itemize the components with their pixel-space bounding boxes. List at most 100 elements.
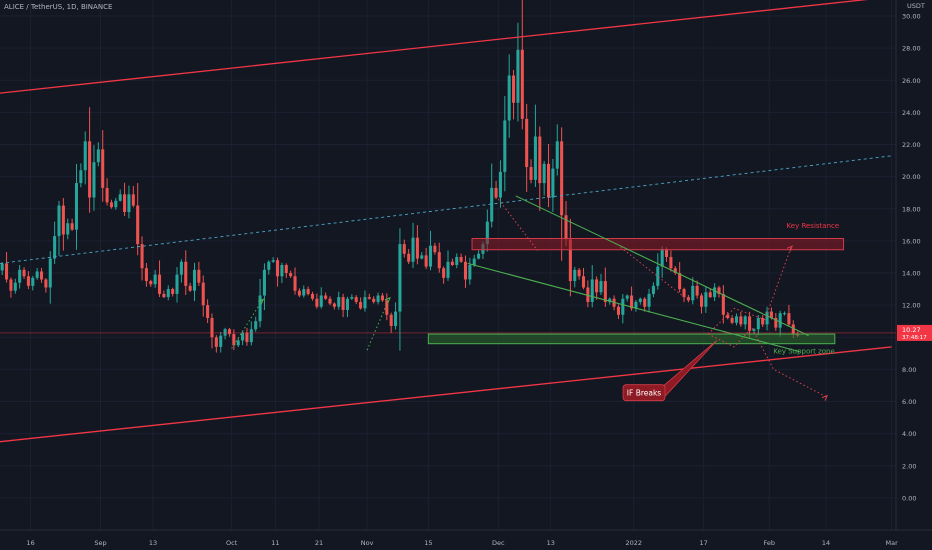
candle-body [324,295,328,299]
candle-body [533,136,537,180]
candle-body [158,274,162,294]
candle-body [774,318,778,328]
candle-body [647,293,651,307]
price-tick-label: 26.00 [902,77,921,85]
price-tick-label: 22.00 [902,141,921,149]
candle-body [271,260,275,262]
candle-body [472,258,476,265]
price-tick-label: 0.00 [902,494,916,502]
candle-body [520,49,524,119]
candle-body [713,287,717,298]
candle-body [621,298,625,315]
candle-body [402,244,406,254]
candle-body [468,265,472,280]
time-axis-background [0,530,932,550]
time-tick-label: 16 [26,539,34,547]
overlay-drawings: IF Breaks Key Resistance Key Support zone [0,0,896,443]
projection-down-arrowhead [821,394,828,401]
candle-body [573,269,577,282]
time-tick-label: 2022 [625,539,642,547]
candle-body [656,266,660,286]
candle-body [267,261,271,270]
candle-body [0,263,4,271]
time-tick-label: Feb [763,539,775,547]
candle-body [512,75,516,103]
chart-symbol-title: ALICE / TetherUS, 1D, BINANCE [4,3,113,11]
candle-body [363,297,367,309]
price-tick-label: 2.00 [902,462,916,470]
price-tick-label: 30.00 [902,13,921,21]
candle-body [276,260,280,277]
time-axis[interactable]: 16 Sep 13 Oct 11 21 Nov 15 Dec 13 2022 17 Feb 14 Mar [0,529,932,550]
candle-body [638,298,642,302]
candle-body [765,311,769,325]
time-tick-label: Sep [94,539,106,547]
candle-body [695,285,699,296]
candle-body [184,261,188,286]
price-tick-label: 16.00 [902,237,921,245]
candle-body [5,263,9,280]
key-support-label: Key Support zone [773,347,835,355]
candle-body [131,194,135,206]
projection-green-arrowhead-1 [258,298,265,305]
candle-body [223,329,227,336]
key-resistance-zone [471,238,845,251]
candle-body [201,282,205,306]
candle-body [227,329,231,335]
candle-body [310,293,315,299]
candle-body [503,120,507,172]
candle-body [293,276,297,291]
candle-body [367,297,371,299]
candle-body [219,335,223,347]
candle-body [280,265,284,277]
candle-body [35,271,39,278]
candle-body [691,285,695,301]
candle-body [48,258,52,288]
time-tick-label: 21 [315,539,323,547]
time-tick-label: 13 [149,539,157,547]
price-axis[interactable]: USDT0.002.004.006.008.0010.0012.0014.001… [895,0,932,550]
candle-body [730,318,734,323]
candle-body [61,205,65,235]
candle-body [442,268,446,278]
candle-body [581,276,586,288]
candle-body [704,292,708,307]
candle-body [525,118,529,168]
candle-body [345,298,350,310]
candle-body [214,337,218,347]
candle-body [450,261,454,265]
candle-body [459,256,463,262]
candle-body [752,329,756,331]
candle-body [210,318,214,338]
candle-body [9,279,13,291]
candle-body [166,289,170,298]
time-tick-label: 11 [271,539,279,547]
candle-body [96,149,100,163]
candle-body [380,295,384,301]
candle-body [18,269,22,283]
wedge-upper-line [515,195,809,337]
candle-body [88,141,92,198]
candle-body [411,237,415,262]
candle-body [31,277,35,286]
time-tick-label: 17 [700,539,708,547]
candle-body [83,141,87,171]
candle-body [616,306,620,315]
price-tick-label: 8.00 [902,366,916,374]
candle-body [494,187,498,198]
price-tick-label: 4.00 [902,430,916,438]
candle-body [328,298,332,304]
channel-upper-line [0,0,868,94]
if-breaks-label: IF Breaks [627,389,662,398]
grid-lines [0,0,896,530]
candle-body [26,276,30,286]
candle-body [756,318,760,330]
candle-body [564,215,568,240]
key-resistance-label: Key Resistance [787,222,840,230]
time-tick-label: 15 [424,539,432,547]
candle-body [140,244,144,269]
price-tick-label: 20.00 [902,173,921,181]
candle-body [179,261,183,275]
candle-body [586,287,590,302]
